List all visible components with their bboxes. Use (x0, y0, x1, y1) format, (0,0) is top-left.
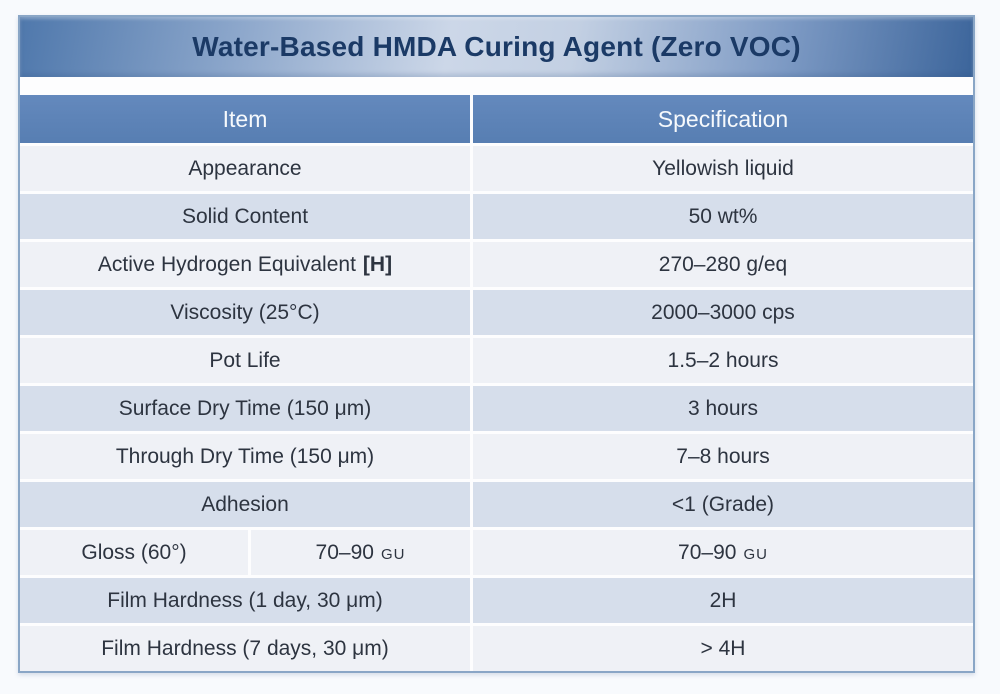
spec-value: <1 (Grade) (671, 492, 775, 516)
table-row-film-hardness-7-days: Film Hardness (7 days, 30 μm) > 4H (20, 626, 973, 671)
gloss-item-subcell: Gloss (60°) (20, 530, 248, 575)
item-label: Pot Life (209, 348, 281, 372)
gloss-value-subcell: 70–90 GU (251, 530, 470, 575)
table-row-adhesion: Adhesion <1 (Grade) (20, 482, 973, 527)
spec-value: Yellowish liquid (652, 156, 794, 180)
table-row-surface-dry-time: Surface Dry Time (150 μm) 3 hours (20, 386, 973, 431)
gloss-item-value: 70–90 (315, 540, 374, 564)
item-cell: Adhesion (20, 482, 470, 527)
spec-value: 3 hours (687, 396, 759, 420)
table-row-appearance: Appearance Yellowish liquid (20, 146, 973, 191)
item-cell: Film Hardness (1 day, 30 μm) (20, 578, 470, 623)
item-cell: Film Hardness (7 days, 30 μm) (20, 626, 470, 671)
spec-value: 7–8 hours (676, 444, 770, 468)
spec-cell: <1 (Grade) (473, 482, 973, 527)
item-cell: Pot Life (20, 338, 470, 383)
title-divider-gap (20, 77, 973, 95)
spec-cell: 2H (473, 578, 973, 623)
spec-value: 70–90 (678, 540, 737, 564)
spec-cell: 2000–3000 cps (473, 290, 973, 335)
item-label-bold-suffix: [H] (362, 252, 393, 276)
item-label: Through Dry Time (150 μm) (115, 444, 375, 468)
item-cell: Through Dry Time (150 μm) (20, 434, 470, 479)
item-label: Film Hardness (7 days, 30 μm) (101, 636, 389, 660)
item-label: Adhesion (201, 492, 289, 516)
spec-cell: 50 wt% (473, 194, 973, 239)
column-header-specification-label: Specification (657, 105, 789, 132)
spec-cell: 7–8 hours (473, 434, 973, 479)
item-cell-split: Gloss (60°) 70–90 GU (20, 530, 470, 575)
table-row-through-dry-time: Through Dry Time (150 μm) 7–8 hours (20, 434, 973, 479)
spec-cell: 3 hours (473, 386, 973, 431)
item-label: Solid Content (181, 204, 309, 228)
item-cell: Solid Content (20, 194, 470, 239)
table-row-film-hardness-1-day: Film Hardness (1 day, 30 μm) 2H (20, 578, 973, 623)
table-header-row: Item Specification (20, 95, 973, 143)
spec-cell: 270–280 g/eq (473, 242, 973, 287)
spec-cell: 70–90 GU (473, 530, 973, 575)
item-label: Active Hydrogen Equivalent (97, 252, 356, 276)
gloss-item-unit: GU (380, 545, 406, 563)
item-cell: Viscosity (25°C) (20, 290, 470, 335)
page-title: Water-Based HMDA Curing Agent (Zero VOC) (192, 31, 801, 62)
table-row-solid-content: Solid Content 50 wt% (20, 194, 973, 239)
spec-cell: > 4H (473, 626, 973, 671)
spec-unit: GU (743, 545, 768, 563)
item-cell: Active Hydrogen Equivalent [H] (20, 242, 470, 287)
column-header-item: Item (20, 95, 470, 143)
column-header-item-label: Item (222, 105, 268, 132)
table-row-viscosity: Viscosity (25°C) 2000–3000 cps (20, 290, 973, 335)
spec-value: 1.5–2 hours (667, 348, 779, 372)
table-row-gloss: Gloss (60°) 70–90 GU 70–90 GU (20, 530, 973, 575)
item-label: Viscosity (25°C) (170, 300, 320, 324)
item-label: Appearance (188, 156, 302, 180)
table-title-bar: Water-Based HMDA Curing Agent (Zero VOC) (20, 17, 973, 77)
item-cell: Appearance (20, 146, 470, 191)
column-header-specification: Specification (473, 95, 973, 143)
spec-value: 2H (709, 588, 737, 612)
table-row-pot-life: Pot Life 1.5–2 hours (20, 338, 973, 383)
spec-cell: 1.5–2 hours (473, 338, 973, 383)
spec-value: 270–280 g/eq (658, 252, 788, 276)
spec-cell: Yellowish liquid (473, 146, 973, 191)
item-label: Surface Dry Time (150 μm) (118, 396, 372, 420)
item-label: Film Hardness (1 day, 30 μm) (107, 588, 383, 612)
spec-value: 50 wt% (688, 204, 758, 228)
item-cell: Surface Dry Time (150 μm) (20, 386, 470, 431)
spec-value: > 4H (700, 636, 746, 660)
item-label: Gloss (60°) (81, 540, 187, 564)
table-row-active-hydrogen-equivalent: Active Hydrogen Equivalent [H] 270–280 g… (20, 242, 973, 287)
spec-table: Water-Based HMDA Curing Agent (Zero VOC)… (18, 15, 975, 673)
spec-value: 2000–3000 cps (651, 300, 795, 324)
